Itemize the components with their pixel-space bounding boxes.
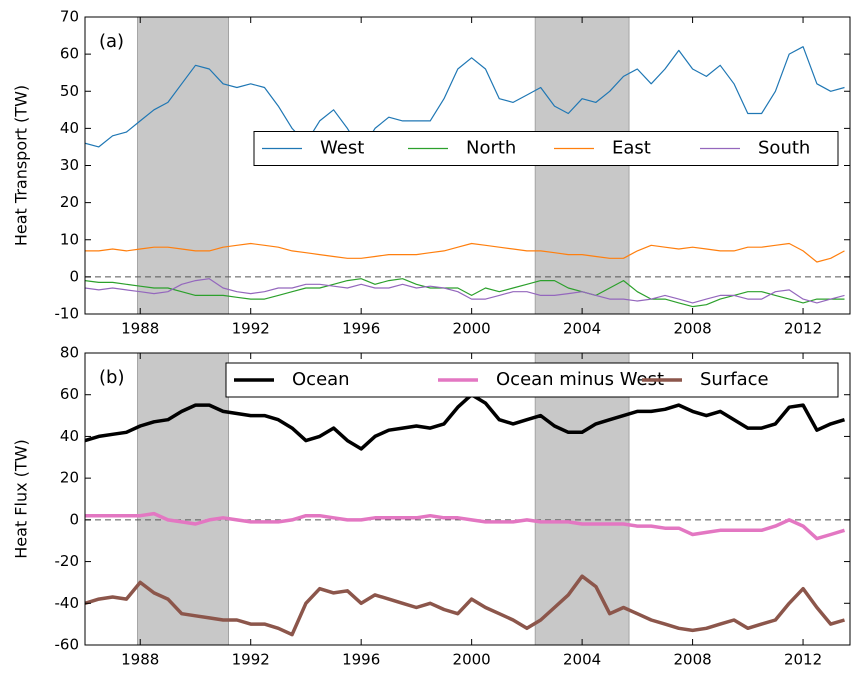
y-tick-label: 60 bbox=[60, 385, 79, 403]
legend-label: West bbox=[320, 138, 364, 159]
x-tick-label: 1992 bbox=[232, 651, 270, 669]
x-tick-label: 1988 bbox=[121, 320, 159, 338]
y-tick-label: 0 bbox=[69, 267, 79, 285]
panel-label: (b) bbox=[99, 367, 124, 388]
y-tick-label: -20 bbox=[55, 552, 80, 570]
legend-label: Ocean bbox=[292, 369, 350, 390]
y-tick-label: 30 bbox=[60, 156, 79, 174]
y-tick-label: -40 bbox=[55, 594, 80, 612]
y-tick-label: 70 bbox=[60, 8, 79, 26]
series-line bbox=[85, 242, 845, 263]
y-tick-label: 40 bbox=[60, 427, 79, 445]
x-tick-label: 1996 bbox=[342, 320, 380, 338]
series-line bbox=[85, 278, 845, 308]
y-axis-label: Heat Transport (TW) bbox=[12, 85, 31, 246]
legend-label: East bbox=[612, 138, 651, 159]
x-tick-label: 2008 bbox=[673, 320, 711, 338]
legend-label: North bbox=[466, 138, 516, 159]
shaded-span bbox=[137, 352, 230, 646]
legend-label: South bbox=[758, 138, 810, 159]
y-axis-label: Heat Flux (TW) bbox=[12, 439, 31, 558]
x-tick-label: 2000 bbox=[453, 651, 491, 669]
x-tick-label: 2004 bbox=[563, 320, 601, 338]
x-tick-label: 2012 bbox=[784, 320, 822, 338]
x-tick-label: 2008 bbox=[673, 651, 711, 669]
y-tick-label: 0 bbox=[69, 510, 79, 528]
y-tick-label: -10 bbox=[55, 305, 80, 323]
y-tick-label: 10 bbox=[60, 230, 79, 248]
y-tick-label: 60 bbox=[60, 45, 79, 63]
y-tick-label: -60 bbox=[55, 636, 80, 654]
legend-label: Ocean minus West bbox=[496, 369, 664, 390]
x-tick-label: 1992 bbox=[232, 320, 270, 338]
panel: -60 -40 -20 0 20 40 60 80 1988 1992 1996 2000 2004 20… bbox=[12, 344, 851, 669]
x-tick-label: 2004 bbox=[563, 651, 601, 669]
y-tick-label: 20 bbox=[60, 469, 79, 487]
x-tick-label: 2000 bbox=[453, 320, 491, 338]
x-tick-label: 1996 bbox=[342, 651, 380, 669]
legend: Ocean Ocean minus West Surface bbox=[225, 362, 839, 398]
shaded-span bbox=[534, 352, 630, 646]
legend-box bbox=[225, 362, 839, 398]
legend: West North East South bbox=[253, 131, 839, 166]
legend-box bbox=[253, 131, 839, 166]
series-line bbox=[85, 46, 845, 152]
shaded-span bbox=[137, 16, 230, 315]
series-line bbox=[85, 511, 846, 541]
y-tick-label: 20 bbox=[60, 193, 79, 211]
y-tick-label: 80 bbox=[60, 344, 79, 362]
panel-label: (a) bbox=[99, 31, 124, 52]
legend-label: Surface bbox=[700, 369, 769, 390]
series-line bbox=[85, 278, 845, 304]
x-tick-label: 1988 bbox=[121, 651, 159, 669]
y-tick-label: 40 bbox=[60, 119, 79, 137]
series-line bbox=[85, 392, 846, 451]
panel: -10 0 10 20 30 40 50 60 70 1988 1992 1996 2000 2004 20… bbox=[12, 8, 851, 338]
x-tick-label: 2012 bbox=[784, 651, 822, 669]
y-tick-label: 50 bbox=[60, 82, 79, 100]
series-line bbox=[85, 574, 845, 637]
plot-frame bbox=[84, 352, 851, 646]
